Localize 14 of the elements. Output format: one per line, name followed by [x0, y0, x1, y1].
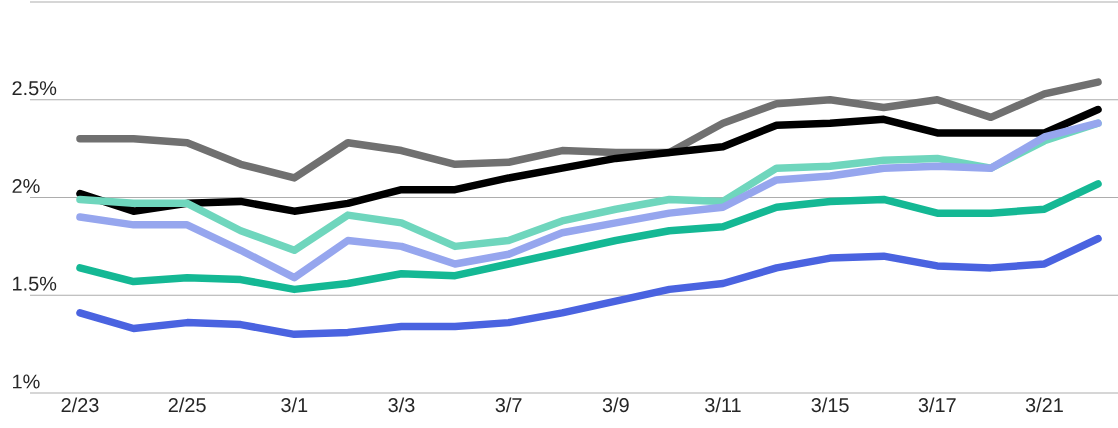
x-tick-label: 3/7: [495, 397, 522, 413]
x-tick-label: 3/21: [1025, 397, 1063, 413]
x-tick-label: 3/11: [705, 397, 741, 413]
x-tick-label: 2/25: [168, 397, 206, 413]
y-tick-label: 1%: [13, 374, 40, 389]
x-tick-label: 3/15: [811, 397, 849, 413]
x-tick-label: 3/1: [281, 397, 308, 413]
x-tick-label: 3/3: [388, 397, 415, 413]
y-tick-label: 2.5%: [12, 81, 57, 96]
y-tick-label: 1.5%: [13, 276, 57, 291]
y-tick-label: 2%: [12, 178, 40, 193]
x-tick-label: 3/17: [918, 397, 956, 413]
x-tick-label: 2/23: [61, 397, 99, 413]
x-tick-label: 3/9: [602, 397, 629, 413]
